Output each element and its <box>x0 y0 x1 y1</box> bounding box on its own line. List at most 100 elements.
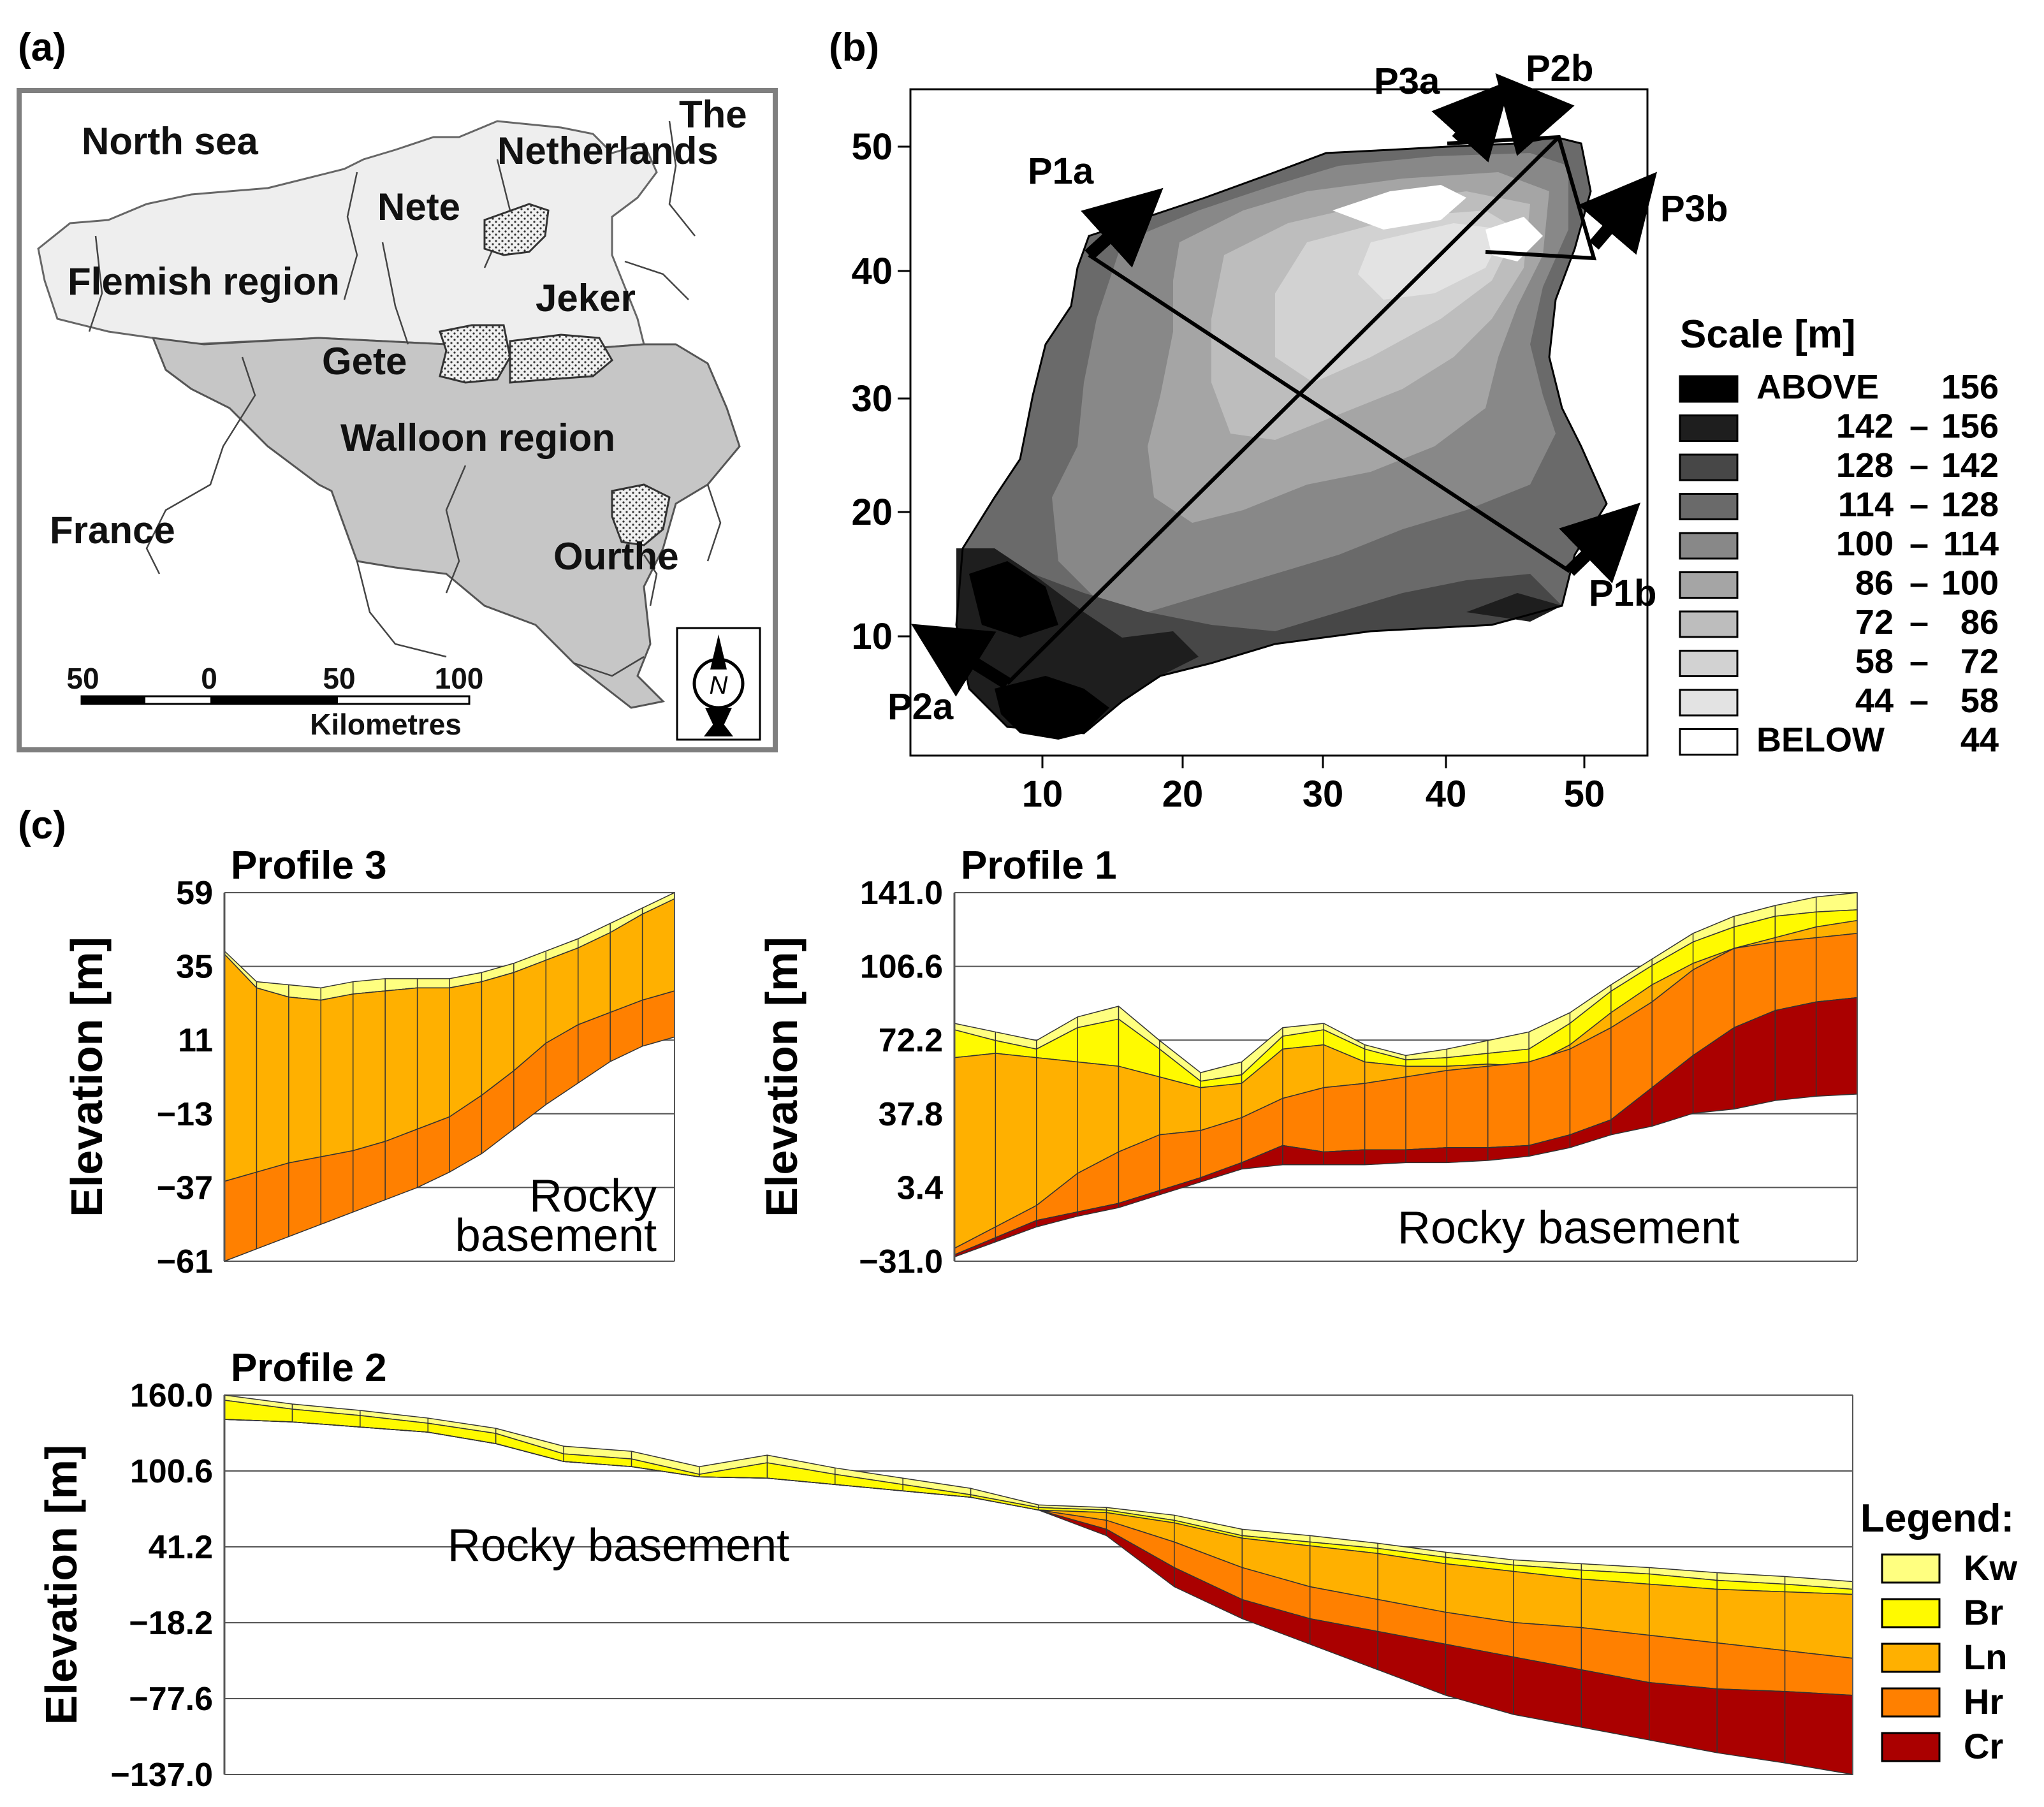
scale-swatch <box>1679 610 1739 638</box>
north-arrow-icon: N <box>676 627 761 741</box>
scale-dash: – <box>1909 682 1929 720</box>
map-b-x-tick: 50 <box>1564 773 1605 815</box>
profile-1-chart: 141.0 106.6 72.2 37.8 3.4 −31.0 Profile 1 Eleva… <box>757 844 1858 1280</box>
profile-2-chart: 160.0 100.6 41.2 −18.2 −77.6 −137.0 Profile 2 E… <box>36 1346 1853 1794</box>
profile-end-arrows <box>911 73 1658 697</box>
scale-value-to: 142 <box>1941 446 1999 485</box>
scale-dash: – <box>1909 603 1929 641</box>
y-tick-label: 3.4 <box>897 1169 943 1206</box>
scale-value-from: 72 <box>1855 603 1894 641</box>
label-walloon-region: Walloon region <box>340 416 615 459</box>
y-tick-label: −61 <box>157 1243 213 1280</box>
gete-basin <box>439 324 511 384</box>
profile-title: Profile 2 <box>231 1346 387 1390</box>
scale-value-to: 128 <box>1941 486 1999 524</box>
label-gete: Gete <box>322 340 407 383</box>
scale-value-to: 72 <box>1960 643 1999 681</box>
scale-value-to: 156 <box>1941 407 1999 446</box>
y-axis-label: Elevation [m] <box>36 1445 86 1725</box>
y-tick-label: 100.6 <box>130 1453 213 1490</box>
rocky-basement-label: Rocky <box>529 1171 657 1222</box>
y-axis-label: Elevation [m] <box>757 937 807 1217</box>
dem-bands <box>956 137 1607 740</box>
scale-value-from: 114 <box>1838 486 1894 524</box>
map-b-y-tick: 30 <box>851 378 893 420</box>
scale-value-to: 44 <box>1960 721 1999 759</box>
label-p1b: P1b <box>1589 573 1656 614</box>
scale-swatch <box>1679 375 1739 403</box>
map-b-y-tick: 50 <box>851 126 893 168</box>
y-axis-label: Elevation [m] <box>62 937 112 1217</box>
y-tick-label: 160.0 <box>130 1377 213 1414</box>
y-tick-label: 11 <box>178 1022 213 1059</box>
scale-dash: – <box>1909 564 1929 603</box>
scale-dash: – <box>1909 643 1929 681</box>
scale-value-to: 58 <box>1960 682 1999 720</box>
legend-swatch-kw <box>1881 1553 1941 1584</box>
y-tick-label: −13 <box>157 1096 213 1133</box>
walloon-region-area <box>151 337 741 709</box>
panel-label-b: (b) <box>829 26 879 70</box>
profile-3-chart: 59 35 11 −13 −37 −61 Profile 3 Elevation [m] Roc… <box>62 844 675 1280</box>
scale-value-from: 128 <box>1836 446 1894 485</box>
scale-swatch <box>1679 689 1739 717</box>
y-tick-label: 35 <box>176 949 213 986</box>
label-the: The <box>679 93 747 136</box>
legend-label-kw: Kw <box>1964 1547 2017 1588</box>
scale-tick-4: 100 <box>435 662 484 695</box>
map-b-x-tick: 20 <box>1162 773 1204 815</box>
map-b-x-tick: 40 <box>1426 773 1467 815</box>
label-p2a: P2a <box>887 686 954 728</box>
label-p3a: P3a <box>1374 61 1440 102</box>
scale-value-to: 114 <box>1943 525 1999 563</box>
scale-unit: Kilometres <box>310 708 462 741</box>
y-tick-label: 59 <box>176 875 213 912</box>
map-b-y-tick: 20 <box>851 492 893 533</box>
label-north-sea: North sea <box>82 120 258 163</box>
panel-b-map: P1a P1b P2a P2b P3a P3b 50 40 30 20 10 1… <box>851 48 1728 815</box>
panel-label-c: (c) <box>18 803 66 847</box>
elevation-scale-legend: Scale [m] ABOVE 156142–156128–142114–1281… <box>1679 312 1999 759</box>
label-france: France <box>50 509 175 552</box>
scale-title: Scale [m] <box>1680 312 1856 356</box>
profile-title: Profile 3 <box>231 844 387 888</box>
north-label: N <box>710 671 728 699</box>
scale-value-from: 44 <box>1855 682 1894 720</box>
panel-a-map: North sea The Netherlands Nete Flemish r… <box>17 88 778 752</box>
y-tick-label: −37 <box>157 1169 213 1206</box>
label-p2b: P2b <box>1526 48 1593 89</box>
y-tick-label: −77.6 <box>129 1681 213 1718</box>
scale-items: ABOVE 156142–156128–142114–128100–11486–1… <box>1679 368 1999 759</box>
map-b-x-axis: 10 20 30 40 50 <box>1022 773 1605 815</box>
scale-value-from: BELOW <box>1756 721 1885 759</box>
scale-tick-1: 50 <box>66 662 99 695</box>
legend-swatch-br <box>1881 1598 1941 1628</box>
y-tick-label: 106.6 <box>860 949 943 986</box>
jeker-basin <box>509 333 613 384</box>
ourthe-basin <box>611 483 671 546</box>
rocky-basement-label: Rocky basement <box>448 1520 789 1571</box>
rocky-basement-label: Rocky basement <box>1398 1203 1739 1254</box>
scale-dash: – <box>1909 525 1929 563</box>
scale-dash: – <box>1909 407 1929 446</box>
y-tick-label: 41.2 <box>149 1529 213 1566</box>
legend-swatch-ln <box>1881 1642 1941 1673</box>
label-p1a: P1a <box>1028 150 1094 192</box>
scale-swatch <box>1679 532 1739 560</box>
profile-title: Profile 1 <box>961 844 1117 888</box>
y-tick-label: −18.2 <box>129 1605 213 1642</box>
map-b-y-axis: 50 40 30 20 10 <box>851 126 893 657</box>
scale-swatch <box>1679 453 1739 481</box>
label-nete: Nete <box>377 186 460 228</box>
y-tick-label: 72.2 <box>879 1022 943 1059</box>
scale-swatch <box>1679 493 1739 520</box>
label-netherlands: Netherlands <box>497 129 719 172</box>
map-b-x-tick: 10 <box>1022 773 1063 815</box>
legend-title: Legend: <box>1860 1496 2014 1540</box>
y-tick-label: 37.8 <box>879 1096 943 1133</box>
scale-value-from: 86 <box>1855 564 1894 603</box>
legend-label-hr: Hr <box>1964 1681 2003 1722</box>
scale-dash: – <box>1909 486 1929 524</box>
